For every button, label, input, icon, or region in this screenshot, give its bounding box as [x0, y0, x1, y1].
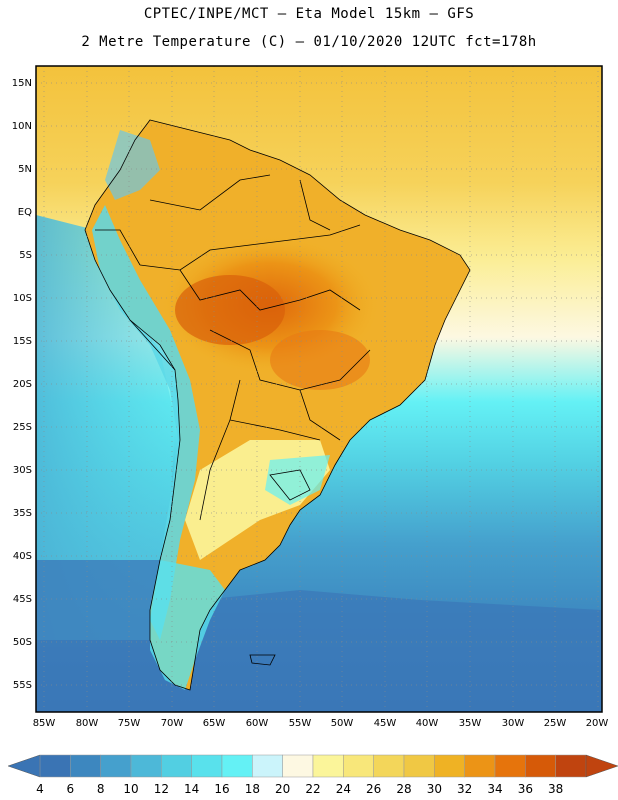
colorbar-swatch — [525, 754, 556, 778]
lat-label: 55S — [13, 680, 32, 691]
colorbar-label: 18 — [245, 782, 260, 796]
country-borders — [84, 119, 471, 691]
colorbar-label: 32 — [457, 782, 472, 796]
temperature-colorbar: 4 6 8 10 12 14 16 18 20 22 24 26 28 30 32 34 36 38 — [7, 754, 618, 796]
patagonia-region — [150, 560, 225, 690]
lon-label: 20W — [586, 718, 609, 729]
colorbar-label: 36 — [518, 782, 533, 796]
lat-label: 5S — [19, 250, 32, 261]
south-america-land — [85, 120, 470, 690]
lat-label: 50S — [13, 637, 32, 648]
lon-label: 85W — [33, 718, 56, 729]
hottest-region — [175, 275, 285, 345]
colorbar-label: 6 — [67, 782, 75, 796]
lat-label: 35S — [13, 508, 32, 519]
colorbar-label: 14 — [184, 782, 199, 796]
lon-label: 70W — [161, 718, 184, 729]
colorbar-swatch — [39, 754, 71, 778]
lon-label: 45W — [374, 718, 397, 729]
map-title-line1: CPTEC/INPE/MCT – Eta Model 15km – GFS — [143, 6, 475, 22]
colorbar-label: 26 — [366, 782, 381, 796]
colorbar-swatch — [434, 754, 465, 778]
colorbar-swatch — [555, 754, 587, 778]
lon-label: 60W — [246, 718, 269, 729]
colorbar-swatch — [100, 754, 132, 778]
colorbar-under-arrow — [7, 754, 41, 778]
colorbar-swatch — [282, 754, 314, 778]
colorbar-label: 10 — [123, 782, 138, 796]
lat-label: 10N — [12, 121, 32, 132]
colorbar-swatch — [252, 754, 283, 778]
lat-label: 30S — [13, 465, 32, 476]
colorbar-over-arrow — [585, 754, 618, 778]
colorbar-label: 8 — [97, 782, 105, 796]
latitude-axis: 15N 10N 5N EQ 5S 10S 15S 20S 25S 30S 35S… — [12, 78, 32, 691]
lat-label: 45S — [13, 594, 32, 605]
colorbar-label: 34 — [487, 782, 502, 796]
lat-label: EQ — [18, 207, 32, 218]
colorbar-swatch — [130, 754, 162, 778]
lon-label: 75W — [118, 718, 141, 729]
pacific-cold-band — [36, 215, 175, 640]
colorbar-swatch — [312, 754, 344, 778]
lon-label: 80W — [76, 718, 99, 729]
lon-label: 55W — [289, 718, 312, 729]
colorbar-label: 12 — [154, 782, 169, 796]
lon-label: 65W — [203, 718, 226, 729]
colorbar-swatch — [403, 754, 435, 778]
colorbar-swatch — [464, 754, 496, 778]
lon-label: 30W — [502, 718, 525, 729]
colorbar-label: 30 — [427, 782, 442, 796]
colorbar-label: 22 — [305, 782, 320, 796]
colorbar-label: 4 — [36, 782, 44, 796]
map-frame — [35, 65, 603, 713]
lon-label: 50W — [331, 718, 354, 729]
cool-uruguay-region — [265, 455, 330, 505]
colorbar-swatch — [70, 754, 101, 778]
colombia-andes — [105, 130, 160, 200]
lat-label: 20S — [13, 379, 32, 390]
lat-label: 40S — [13, 551, 32, 562]
lon-label: 40W — [416, 718, 439, 729]
lon-label: 35W — [459, 718, 482, 729]
colorbar-swatch — [191, 754, 223, 778]
lat-label: 10S — [13, 293, 32, 304]
map-title-line2: 2 Metre Temperature (C) – 01/10/2020 12U… — [81, 34, 537, 50]
lat-label: 15N — [12, 78, 32, 89]
colorbar-swatch — [343, 754, 374, 778]
colorbar-swatch — [373, 754, 405, 778]
colorbar-label: 20 — [275, 782, 290, 796]
hot-region-east — [270, 330, 370, 390]
lat-label: 15S — [13, 336, 32, 347]
colorbar-label: 24 — [336, 782, 351, 796]
andes-cold-strip — [92, 205, 200, 640]
colorbar-swatch — [221, 754, 253, 778]
lat-label: 25S — [13, 422, 32, 433]
colorbar-swatch — [161, 754, 192, 778]
colorbar-label: 28 — [396, 782, 411, 796]
colorbar-swatch — [494, 754, 526, 778]
longitude-axis: 85W 80W 75W 70W 65W 60W 55W 50W 45W 40W … — [33, 718, 609, 729]
lon-label: 25W — [544, 718, 567, 729]
lat-label: 5N — [18, 164, 32, 175]
colorbar-label: 16 — [214, 782, 229, 796]
colorbar-label: 38 — [548, 782, 563, 796]
